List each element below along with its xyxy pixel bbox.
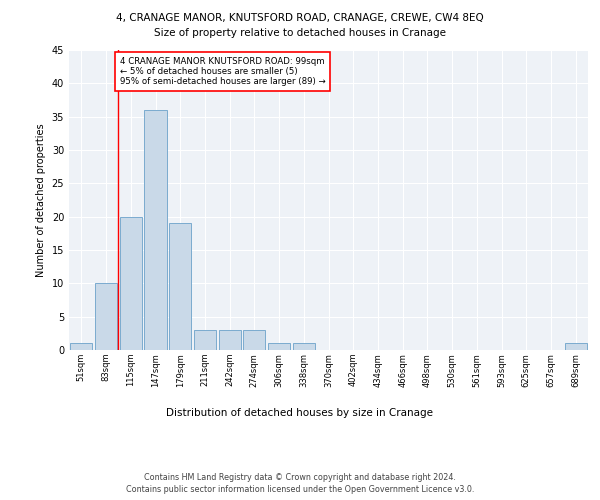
Bar (169, 224, 191, 350)
Bar (268, 344, 290, 350)
Text: Contains public sector information licensed under the Open Government Licence v3: Contains public sector information licen… (126, 485, 474, 494)
Bar (119, 216, 142, 350)
Text: 4 CRANAGE MANOR KNUTSFORD ROAD: 99sqm
← 5% of detached houses are smaller (5)
95: 4 CRANAGE MANOR KNUTSFORD ROAD: 99sqm ← … (119, 56, 325, 86)
Bar (218, 330, 241, 350)
Text: 4, CRANAGE MANOR, KNUTSFORD ROAD, CRANAGE, CREWE, CW4 8EQ: 4, CRANAGE MANOR, KNUTSFORD ROAD, CRANAG… (116, 12, 484, 22)
Bar (243, 330, 265, 350)
Bar (293, 344, 315, 350)
Bar (95, 284, 117, 350)
Text: Distribution of detached houses by size in Cranage: Distribution of detached houses by size … (167, 408, 433, 418)
Y-axis label: Number of detached properties: Number of detached properties (36, 123, 46, 277)
Bar (70, 344, 92, 350)
Bar (565, 344, 587, 350)
Bar (194, 330, 216, 350)
Text: Contains HM Land Registry data © Crown copyright and database right 2024.: Contains HM Land Registry data © Crown c… (144, 472, 456, 482)
Text: Size of property relative to detached houses in Cranage: Size of property relative to detached ho… (154, 28, 446, 38)
Bar (145, 110, 167, 350)
